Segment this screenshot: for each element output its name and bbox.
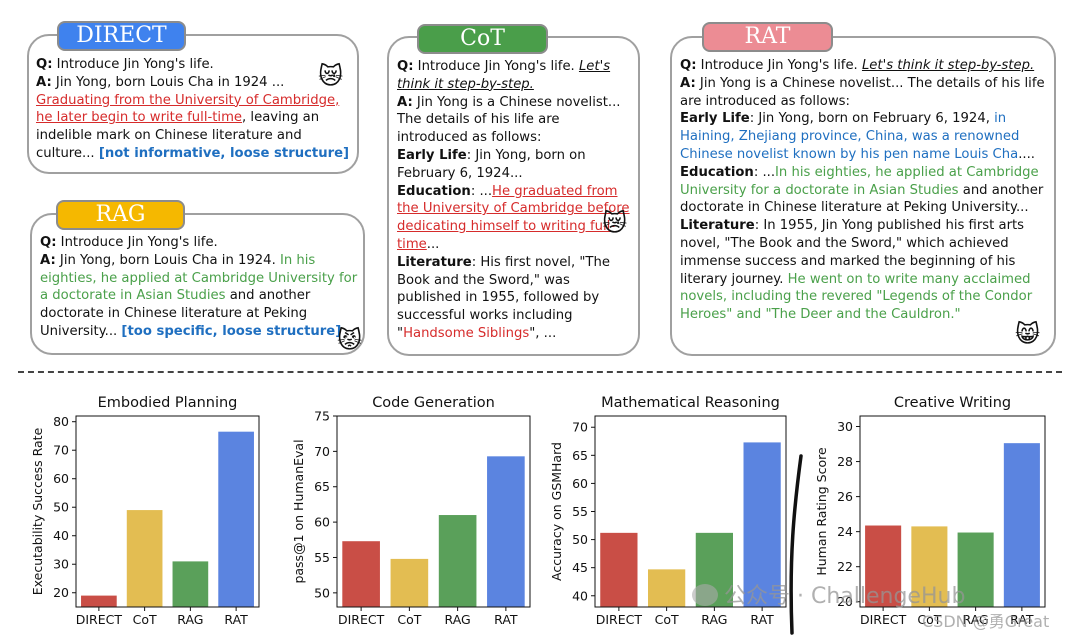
- chart-title: Embodied Planning: [98, 395, 238, 411]
- y-tick-label: 26: [837, 489, 853, 504]
- x-tick-label: RAT: [494, 612, 518, 627]
- y-tick-label: 50: [572, 532, 588, 547]
- bar: [172, 561, 209, 607]
- y-tick-label: 60: [314, 515, 330, 530]
- cot-hallucination: He graduated from the University of Camb…: [397, 183, 630, 252]
- y-axis-label: Accuracy on GSMHard: [549, 442, 564, 581]
- crying-cat-icon: 😿: [318, 62, 344, 90]
- y-tick-label: 22: [837, 559, 853, 574]
- y-tick-label: 45: [572, 560, 588, 575]
- y-tick-label: 70: [314, 444, 330, 459]
- rat-label: RAT: [702, 22, 833, 52]
- rag-label: RAG: [56, 200, 185, 230]
- x-tick-label: RAG: [701, 612, 727, 627]
- cot-label: CoT: [417, 24, 548, 54]
- direct-hallucination: Graduating from the University of Cambri…: [36, 92, 340, 126]
- x-tick-label: DIRECT: [860, 612, 907, 627]
- x-tick-label: CoT: [917, 612, 941, 627]
- x-tick-label: RAT: [750, 612, 774, 627]
- rat-panel: [670, 36, 1056, 356]
- rat-retrieved-green-2: He went on to write many acclaimed novel…: [680, 271, 1033, 323]
- y-tick-label: 24: [837, 524, 853, 539]
- plot-frame: [594, 415, 787, 608]
- y-tick-label: 40: [572, 588, 588, 603]
- y-axis-label: pass@1 on HumanEval: [291, 439, 306, 583]
- y-tick-label: 70: [572, 420, 588, 435]
- rag-panel: [30, 213, 365, 355]
- y-axis-label: Executability Success Rate: [30, 427, 45, 595]
- section-divider: [18, 371, 1062, 373]
- rat-retrieved-blue: in Haining, Zhejiang province, China, wa…: [680, 111, 1020, 162]
- y-tick-label: 60: [572, 476, 588, 491]
- rat-text: Q: Introduce Jin Yong's life. Let's thin…: [680, 58, 1045, 323]
- bar: [743, 442, 781, 607]
- bar: [911, 526, 948, 607]
- direct-text: Q: Introduce Jin Yong's life. A: Jin Yon…: [36, 57, 350, 161]
- x-tick-label: DIRECT: [338, 612, 385, 627]
- x-tick-label: CoT: [133, 612, 157, 627]
- bar: [487, 456, 525, 607]
- x-tick-label: RAG: [177, 612, 203, 627]
- direct-panel: [27, 34, 359, 174]
- crying-cat-icon: 😿: [602, 209, 628, 237]
- chart-title: Creative Writing: [894, 395, 1011, 411]
- plot-frame: [75, 415, 260, 608]
- watermark: 公众号 · ChallengeHub: [692, 578, 965, 610]
- y-tick-label: 55: [572, 504, 588, 519]
- x-tick-label: DIRECT: [596, 612, 643, 627]
- y-tick-label: 70: [53, 443, 69, 458]
- y-tick-label: 65: [314, 479, 330, 494]
- x-tick-label: RAG: [445, 612, 471, 627]
- plot-frame: [336, 415, 531, 608]
- x-tick-label: CoT: [655, 612, 679, 627]
- chart-title: Mathematical Reasoning: [601, 395, 780, 411]
- grinning-cat-icon: 😸: [1015, 320, 1041, 348]
- y-axis-label: Human Rating Score: [814, 447, 829, 576]
- watermark-sub: CSDN @勇Great: [922, 612, 1050, 631]
- y-tick-label: 50: [314, 585, 330, 600]
- y-tick-label: 30: [53, 557, 69, 572]
- pen-stroke: [789, 454, 803, 635]
- y-tick-label: 60: [53, 471, 69, 486]
- bar: [126, 510, 163, 607]
- x-tick-label: RAG: [963, 612, 989, 627]
- y-tick-label: 65: [572, 448, 588, 463]
- x-tick-label: RAT: [224, 612, 248, 627]
- rag-retrieved: In his eighties, he applied at Cambridge…: [40, 252, 358, 304]
- rag-text: Q: Introduce Jin Yong's life. A: Jin Yon…: [40, 235, 358, 339]
- rag-note: [too specific, loose structure]: [121, 323, 342, 339]
- bar: [957, 532, 994, 607]
- bar: [81, 595, 117, 607]
- y-tick-label: 40: [53, 528, 69, 543]
- wechat-icon: [692, 584, 718, 606]
- x-tick-label: CoT: [397, 612, 421, 627]
- chart-title: Code Generation: [372, 395, 495, 411]
- y-tick-label: 28: [837, 454, 853, 469]
- pouting-cat-icon: 😾: [337, 326, 363, 354]
- y-tick-label: 80: [53, 414, 69, 429]
- bar: [865, 525, 902, 607]
- y-tick-label: 20: [837, 594, 853, 609]
- y-tick-label: 30: [837, 419, 853, 434]
- x-tick-label: RAT: [1010, 612, 1034, 627]
- direct-note: [not informative, loose structure]: [98, 145, 350, 161]
- y-tick-label: 75: [314, 409, 330, 424]
- y-tick-label: 20: [53, 585, 69, 600]
- cot-text: Q: Introduce Jin Yong's life. Let's thin…: [397, 59, 630, 341]
- y-tick-label: 55: [314, 550, 330, 565]
- plot-frame: [859, 415, 1046, 608]
- bar: [1003, 443, 1040, 607]
- y-tick-label: 50: [53, 500, 69, 515]
- x-tick-label: DIRECT: [76, 612, 123, 627]
- bar: [648, 569, 686, 607]
- direct-label: DIRECT: [57, 21, 186, 51]
- cot-hallucination-2: Handsome Siblings: [403, 325, 530, 341]
- bar: [218, 431, 254, 607]
- bar: [600, 532, 638, 607]
- bar: [438, 515, 477, 607]
- bar: [390, 558, 429, 607]
- rat-retrieved-green: In his eighties, he applied at Cambridge…: [680, 164, 1039, 198]
- bar: [342, 541, 380, 607]
- charts-area: Embodied Planning Executability Success R…: [30, 395, 1046, 627]
